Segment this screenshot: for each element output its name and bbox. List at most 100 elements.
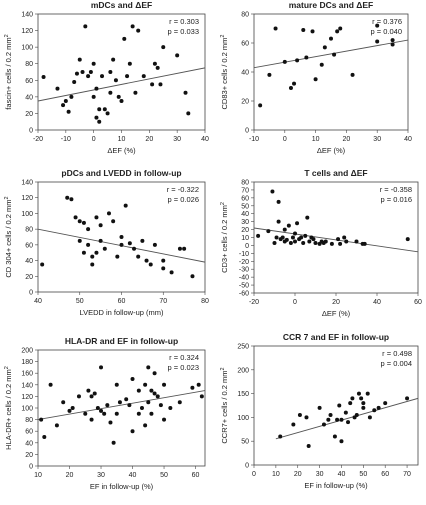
data-point xyxy=(124,397,129,402)
data-point xyxy=(48,382,53,387)
data-point xyxy=(122,36,127,41)
data-point xyxy=(125,74,130,79)
data-point xyxy=(86,74,91,79)
data-point xyxy=(339,417,344,422)
x-tick-label: 60 xyxy=(381,471,389,478)
data-point xyxy=(295,58,300,63)
data-point xyxy=(375,39,380,44)
data-point xyxy=(158,403,163,408)
data-point xyxy=(108,420,113,425)
data-point xyxy=(326,417,331,422)
y-tick-label: 40 xyxy=(25,440,33,447)
data-point xyxy=(89,394,94,399)
x-tick-label: 20 xyxy=(332,299,340,306)
data-point xyxy=(152,371,157,376)
data-point xyxy=(344,239,349,244)
data-point xyxy=(376,405,381,410)
data-point xyxy=(130,377,135,381)
y-tick-label: 0 xyxy=(29,464,33,471)
y-tick-label: 20 xyxy=(25,111,33,118)
y-tick-label: 0 xyxy=(29,290,33,297)
data-point xyxy=(295,221,300,226)
regression-line xyxy=(254,227,418,253)
p-value: p = 0.040 xyxy=(371,27,403,36)
data-point xyxy=(304,415,309,420)
data-point xyxy=(199,394,204,399)
data-point xyxy=(146,400,151,405)
plot-frame xyxy=(253,345,419,466)
data-point xyxy=(111,440,116,445)
data-point xyxy=(362,241,367,246)
x-tick-label: 50 xyxy=(76,298,84,305)
data-point xyxy=(256,233,261,238)
data-point xyxy=(304,55,309,60)
y-tick-label: 120 xyxy=(21,394,33,401)
data-point xyxy=(390,42,395,47)
data-point xyxy=(337,403,342,408)
y-tick-label: 100 xyxy=(21,45,33,52)
y-tick-label: 40 xyxy=(25,94,33,101)
x-tick-label: 0 xyxy=(283,136,287,143)
data-point xyxy=(158,82,163,87)
data-point xyxy=(102,411,107,416)
data-point xyxy=(105,403,110,408)
y-axis-label: CCR7+ cells / 0.2 mm2 xyxy=(220,367,229,443)
y-tick-label: 80 xyxy=(241,180,249,187)
data-point xyxy=(288,241,293,246)
data-point xyxy=(319,62,324,67)
data-point xyxy=(282,227,287,232)
y-tick-label: 20 xyxy=(241,227,249,234)
chart-title: HLA-DR and EF in follow-up xyxy=(65,336,178,346)
data-point xyxy=(102,246,107,251)
data-point xyxy=(76,394,81,399)
data-point xyxy=(127,241,132,246)
data-point xyxy=(186,111,191,116)
data-point xyxy=(144,258,149,263)
x-tick-label: 20 xyxy=(66,472,74,479)
x-tick-label: 40 xyxy=(338,471,346,478)
data-point xyxy=(310,29,315,34)
data-point xyxy=(354,413,359,418)
data-point xyxy=(342,235,347,240)
data-point xyxy=(365,391,370,396)
data-point xyxy=(89,417,94,422)
x-axis-label: ΔEF (%) xyxy=(107,146,136,155)
data-point xyxy=(291,422,296,427)
chart-panel-1: -20 -10 0 10 20 30 40 0 20 40 60 80 100 120 140 mDCs an… xyxy=(4,0,209,155)
data-point xyxy=(119,242,124,247)
data-point xyxy=(282,59,287,64)
x-tick-label: -10 xyxy=(61,136,71,143)
data-point xyxy=(169,270,174,275)
data-point xyxy=(332,52,337,57)
y-tick-label: 80 xyxy=(25,417,33,424)
p-value: p = 0.033 xyxy=(168,27,200,36)
x-tick-label: 20 xyxy=(343,136,351,143)
x-tick-label: 10 xyxy=(34,472,42,479)
data-point xyxy=(132,246,137,251)
data-point xyxy=(299,235,304,240)
x-tick-label: 40 xyxy=(404,136,412,143)
y-tick-label: 50 xyxy=(241,203,249,210)
data-point xyxy=(111,57,116,62)
data-point xyxy=(162,417,167,422)
chart-panel-6: 0 10 20 30 40 50 60 70 0 50 100 150 200 250 CCR 7 and … xyxy=(220,332,419,490)
data-point xyxy=(111,219,116,224)
regression-line xyxy=(275,397,418,440)
data-point xyxy=(196,382,201,387)
chart-panel-5: 10 20 30 40 50 60 0 20 40 60 80 100 120 140 160 180 200 H… xyxy=(4,336,206,491)
y-tick-label: 200 xyxy=(21,348,33,355)
data-point xyxy=(77,238,82,243)
data-point xyxy=(143,423,148,428)
data-point xyxy=(63,99,68,103)
y-tick-label: 140 xyxy=(21,382,33,389)
data-point xyxy=(311,237,316,242)
x-tick-label: 50 xyxy=(359,471,367,478)
y-axis-label: fascin+ cells / 0.2 mm2 xyxy=(4,34,13,109)
x-tick-label: 10 xyxy=(312,136,320,143)
x-tick-label: 30 xyxy=(97,472,105,479)
data-point xyxy=(343,410,348,415)
data-point xyxy=(266,229,271,234)
data-point xyxy=(86,227,91,232)
data-point xyxy=(354,239,359,244)
